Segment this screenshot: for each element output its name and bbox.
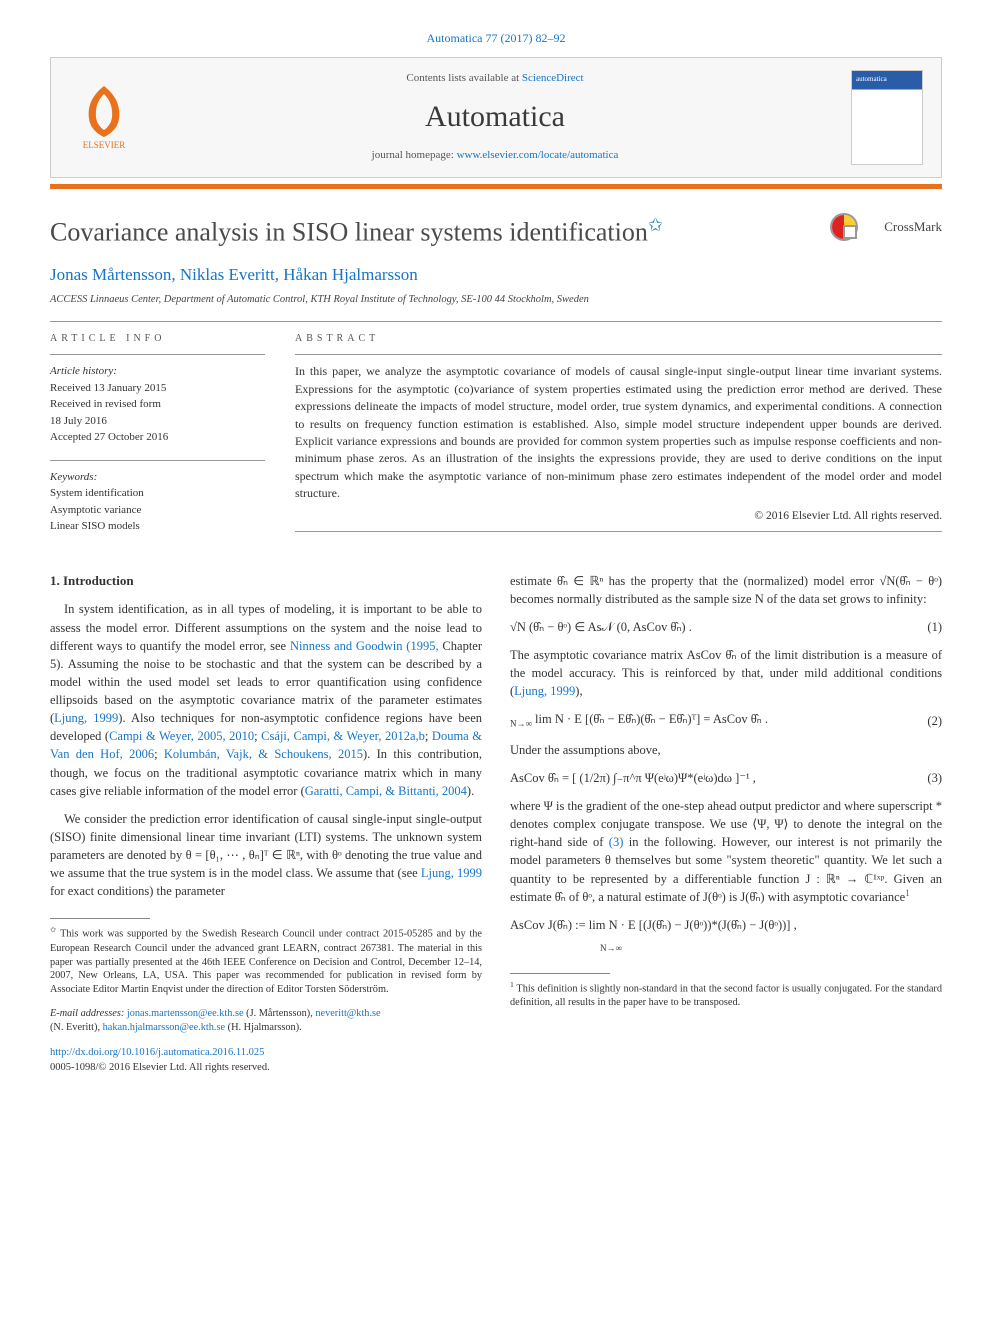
abstract-heading: abstract (295, 332, 942, 346)
footnote-emails: E-mail addresses: jonas.martensson@ee.kt… (50, 1007, 482, 1035)
footnote-funding: ✩ This work was supported by the Swedish… (50, 925, 482, 997)
orange-divider (50, 184, 942, 189)
email-link[interactable]: jonas.martensson@ee.kth.se (127, 1008, 244, 1019)
citation-link[interactable]: Kolumbán, Vajk, & Schoukens, 2015 (164, 747, 363, 761)
doi-link[interactable]: http://dx.doi.org/10.1016/j.automatica.2… (50, 1047, 264, 1058)
article-info-heading: article info (50, 332, 265, 346)
citation-link[interactable]: Ljung, 1999 (421, 866, 482, 880)
journal-header: ELSEVIER Contents lists available at Sci… (50, 57, 942, 178)
journal-homepage-link[interactable]: www.elsevier.com/locate/automatica (457, 149, 619, 161)
citation-link[interactable]: Ljung, 1999 (54, 711, 118, 725)
elsevier-logo: ELSEVIER (69, 75, 139, 160)
equation-3: AsCov θ̂ₙ = [ (1/2π) ∫₋π^π Ψ(eʲω)Ψ*(eʲω)… (510, 769, 942, 787)
equation-1: √N (θ̂ₙ − θᵒ) ∈ As𝒩 (0, AsCov θ̂ₙ) .(1) (510, 618, 942, 636)
email-link[interactable]: hakan.hjalmarsson@ee.kth.se (103, 1022, 225, 1033)
equation-2: N→∞ lim N · E [(θ̂ₙ − Eθ̂ₙ)(θ̂ₙ − Eθ̂ₙ)ᵀ… (510, 710, 942, 731)
footnote-rule (50, 918, 150, 919)
body-paragraph: We consider the prediction error identif… (50, 810, 482, 901)
footnote-ref-link[interactable]: 1 (905, 889, 910, 899)
crossmark-badge[interactable]: CrossMark (830, 213, 942, 241)
body-paragraph: estimate θ̂ₙ ∈ ℝⁿ has the property that … (510, 572, 942, 608)
footnote-1: 1 This definition is slightly non-standa… (510, 980, 942, 1010)
body-paragraph: Under the assumptions above, (510, 741, 942, 759)
paper-title: Covariance analysis in SISO linear syste… (50, 213, 663, 251)
body-paragraph: where Ψ is the gradient of the one-step … (510, 797, 942, 906)
abstract-text: In this paper, we analyze the asymptotic… (295, 363, 942, 502)
citation-link[interactable]: Ljung, 1999 (514, 684, 575, 698)
body-paragraph: The asymptotic covariance matrix AsCov θ… (510, 646, 942, 700)
article-history: Article history: Received 13 January 201… (50, 363, 265, 446)
equation-ref-link[interactable]: (3) (609, 835, 624, 849)
citation-link[interactable]: Csáji, Campi, & Weyer, 2012a,b (261, 729, 425, 743)
journal-reference: Automatica 77 (2017) 82–92 (50, 30, 942, 47)
body-paragraph: In system identification, as in all type… (50, 600, 482, 799)
section-heading: 1. Introduction (50, 572, 482, 591)
authors: Jonas Mårtensson, Niklas Everitt, Håkan … (50, 263, 942, 287)
footnote-rule (510, 973, 610, 974)
email-link[interactable]: neveritt@kth.se (315, 1008, 380, 1019)
equation-4: AsCov J(θ̂ₙ) := lim N · E [(J(θ̂ₙ) − J(θ… (510, 916, 942, 955)
contents-list-line: Contents lists available at ScienceDirec… (157, 71, 833, 86)
affiliation: ACCESS Linnaeus Center, Department of Au… (50, 293, 942, 308)
journal-cover-thumbnail (851, 70, 923, 165)
copyright-line: © 2016 Elsevier Ltd. All rights reserved… (295, 508, 942, 524)
citation-link[interactable]: Ninness and Goodwin (1995, (290, 639, 439, 653)
divider (50, 321, 942, 322)
journal-homepage-line: journal homepage: www.elsevier.com/locat… (157, 148, 833, 163)
doi-block: http://dx.doi.org/10.1016/j.automatica.2… (50, 1045, 482, 1075)
journal-name: Automatica (157, 96, 833, 138)
sciencedirect-link[interactable]: ScienceDirect (522, 72, 584, 84)
citation-link[interactable]: Campi & Weyer, 2005, 2010 (109, 729, 254, 743)
title-footnote-star: ✩ (648, 215, 663, 235)
citation-link[interactable]: Garatti, Campi, & Bittanti, 2004 (305, 784, 467, 798)
keywords-block: Keywords: System identification Asymptot… (50, 469, 265, 535)
